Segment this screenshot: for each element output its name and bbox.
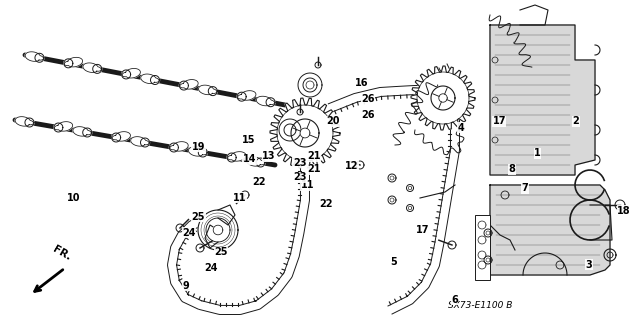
Text: 25: 25: [191, 212, 205, 222]
Text: 24: 24: [182, 228, 196, 238]
Text: 22: 22: [319, 199, 333, 209]
Text: 7: 7: [522, 183, 528, 193]
Polygon shape: [490, 25, 595, 175]
Polygon shape: [198, 148, 207, 157]
Text: 13: 13: [262, 151, 276, 161]
Polygon shape: [141, 74, 159, 84]
Text: 17: 17: [492, 116, 506, 126]
Polygon shape: [93, 64, 102, 73]
Polygon shape: [246, 157, 264, 166]
Text: 26: 26: [361, 94, 375, 104]
Polygon shape: [300, 128, 310, 138]
Polygon shape: [256, 158, 265, 167]
Text: FR.: FR.: [51, 244, 73, 262]
Polygon shape: [228, 152, 246, 161]
Polygon shape: [112, 132, 131, 141]
Polygon shape: [179, 81, 188, 90]
Polygon shape: [237, 91, 256, 100]
Polygon shape: [431, 86, 455, 110]
Polygon shape: [122, 70, 131, 79]
Text: 15: 15: [241, 135, 255, 145]
Polygon shape: [439, 94, 447, 102]
Text: 21: 21: [307, 164, 321, 174]
Polygon shape: [54, 122, 73, 131]
Text: SX73-E1100 B: SX73-E1100 B: [448, 301, 512, 310]
Polygon shape: [198, 85, 217, 95]
Polygon shape: [237, 92, 246, 101]
Polygon shape: [73, 127, 92, 136]
Polygon shape: [198, 210, 238, 250]
Polygon shape: [411, 66, 475, 130]
Bar: [475, 215, 490, 280]
Polygon shape: [64, 59, 73, 68]
Text: 17: 17: [415, 225, 429, 235]
Text: 21: 21: [307, 151, 321, 161]
Text: 12: 12: [345, 161, 359, 171]
Polygon shape: [15, 117, 33, 126]
Polygon shape: [25, 118, 34, 127]
Polygon shape: [490, 185, 610, 275]
Polygon shape: [270, 98, 340, 168]
Polygon shape: [150, 76, 159, 85]
Text: 6: 6: [451, 295, 458, 305]
Text: 26: 26: [361, 110, 375, 120]
Polygon shape: [131, 137, 149, 146]
Polygon shape: [122, 69, 140, 78]
Polygon shape: [35, 53, 44, 62]
Polygon shape: [180, 79, 198, 89]
Polygon shape: [141, 138, 150, 147]
Text: 25: 25: [214, 247, 228, 257]
Polygon shape: [188, 147, 207, 156]
Text: 3: 3: [586, 260, 592, 270]
Text: 5: 5: [390, 256, 397, 267]
Text: 1: 1: [534, 148, 541, 158]
Polygon shape: [170, 142, 188, 151]
Text: 23: 23: [292, 158, 307, 168]
Polygon shape: [213, 225, 223, 235]
Polygon shape: [65, 57, 83, 67]
Text: 2: 2: [573, 116, 579, 126]
Text: 22: 22: [252, 177, 266, 187]
Text: 24: 24: [204, 263, 218, 273]
Text: 11: 11: [233, 193, 247, 203]
Text: 8: 8: [509, 164, 515, 174]
Text: 10: 10: [67, 193, 81, 203]
Polygon shape: [83, 128, 92, 137]
Polygon shape: [111, 133, 120, 142]
Text: 11: 11: [300, 180, 314, 190]
Text: 23: 23: [292, 172, 307, 182]
Text: 18: 18: [617, 205, 631, 216]
Text: 4: 4: [458, 122, 464, 133]
Polygon shape: [266, 98, 275, 107]
Text: 19: 19: [191, 142, 205, 152]
Polygon shape: [170, 143, 179, 152]
Polygon shape: [227, 153, 236, 162]
Text: 16: 16: [355, 78, 369, 88]
Polygon shape: [83, 63, 101, 72]
Text: 20: 20: [326, 116, 340, 126]
Text: 9: 9: [182, 280, 189, 291]
Polygon shape: [208, 87, 217, 96]
Polygon shape: [291, 119, 319, 147]
Polygon shape: [54, 123, 63, 132]
Polygon shape: [256, 96, 275, 106]
Text: 14: 14: [243, 154, 257, 165]
Polygon shape: [25, 52, 44, 61]
